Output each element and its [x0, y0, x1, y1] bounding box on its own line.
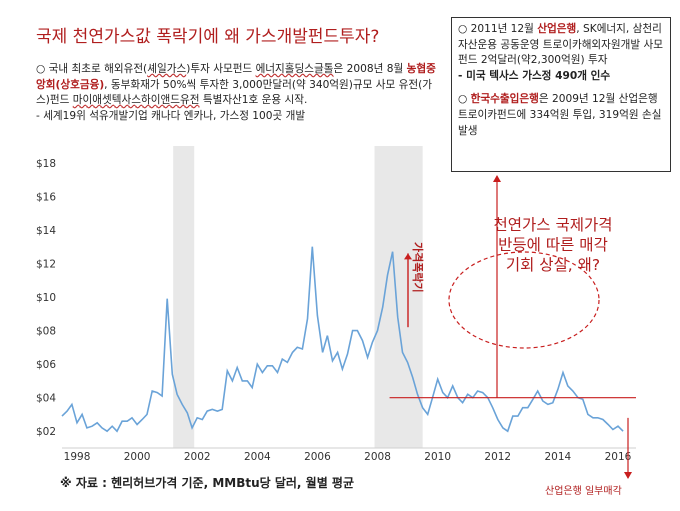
desc-line2: - 세계19위 석유개발기업 캐나다 엔카나, 가스정 100곳 개발 — [36, 109, 306, 122]
info-highlight: 한국수출입은행 — [470, 93, 539, 106]
callout-line: 천연가스 국제가격 — [493, 216, 613, 234]
y-tick-label: $10 — [36, 292, 56, 304]
x-tick-label: 2014 — [544, 451, 571, 463]
shade-band — [374, 146, 423, 448]
desc-underlined: 마이애셋텍사스하이앤드유전 — [72, 94, 200, 107]
source-note: ※ 자료 : 헨리허브가격 기준, MMBtu당 달러, 월별 평균 — [60, 476, 354, 490]
desc-text: 특별자산1호 운용 시작. — [199, 94, 308, 107]
x-tick-label: 2010 — [424, 451, 451, 463]
y-tick-label: $16 — [36, 191, 56, 203]
plunge-arrow-head — [404, 253, 412, 260]
fund-description: ○ 국내 최초로 해외유전(셰일가스)투자 사모펀드 에너지홀딩스글톨은 200… — [36, 62, 436, 124]
callout-line: 반등에 따른 매각 — [498, 236, 608, 254]
info-text: 은 2009년 12월 산업은행 트로이카펀드에 334억원 투입, 319억원… — [458, 93, 662, 137]
sell-arrow-head — [624, 472, 632, 479]
investment-info-box: ○ 2011년 12월 산업은행, SK에너지, 삼천리자산운용 공동운영 트로… — [451, 17, 671, 172]
sell-annotation: 산업은행 일부매각 — [545, 486, 622, 497]
y-tick-label: $04 — [36, 393, 56, 405]
info-text: ○ 2011년 12월 — [458, 23, 538, 35]
desc-text: 은 2008년 8월 — [333, 63, 407, 75]
desc-text: , 동부화재가 50%씩 투자한 3,000만달러(약 340억원)규모 사모 … — [36, 78, 433, 107]
callout-line: 기회 상실, 왜? — [505, 256, 601, 274]
recession-shading — [173, 146, 423, 448]
x-tick-label: 2000 — [124, 451, 151, 463]
rebound-callout: 천연가스 국제가격 반등에 따른 매각 기회 상실, 왜? — [478, 215, 628, 275]
desc-highlight: 농협중앙회(상호금융) — [36, 63, 436, 91]
y-axis-ticks: $02 $04 $06 $08 $10 $12 $14 $16 $18 — [36, 158, 56, 438]
x-tick-label: 2008 — [364, 451, 391, 463]
info-text: ○ — [458, 93, 471, 106]
desc-underlined: 에너지홀딩스글톨 — [255, 63, 334, 75]
y-tick-label: $06 — [36, 359, 56, 371]
info-highlight: 산업은행 — [537, 23, 577, 35]
shade-band — [173, 146, 195, 448]
y-tick-label: $12 — [36, 258, 56, 270]
info-line2: - 미국 텍사스 가스정 490개 인수 — [458, 69, 611, 82]
plunge-period-label: 가격폭락기 — [411, 242, 425, 293]
y-tick-label: $18 — [36, 158, 56, 170]
arrows — [404, 175, 632, 479]
page-title: 국제 천연가스값 폭락기에 왜 가스개발펀드투자? — [36, 27, 380, 47]
y-tick-label: $02 — [36, 426, 56, 438]
y-tick-label: $08 — [36, 326, 56, 338]
desc-text: ○ 국내 최초로 해외유전( — [36, 63, 148, 75]
x-tick-label: 2004 — [244, 451, 271, 463]
x-tick-label: 1998 — [64, 451, 91, 463]
x-axis-ticks: 1998 2000 2002 2004 2006 2008 2010 2012 2014 2016 — [64, 451, 632, 463]
y-tick-label: $14 — [36, 225, 56, 237]
x-tick-label: 2012 — [484, 451, 511, 463]
x-tick-label: 2002 — [184, 451, 211, 463]
desc-text: )투자 사모펀드 — [186, 63, 256, 75]
info-text: , SK에너지, 삼천리자산운용 공동운영 트로이카해외자원개발 사모펀드 2억… — [458, 23, 664, 67]
x-tick-label: 2016 — [605, 451, 632, 463]
rebound-oval — [448, 251, 600, 349]
price-series-line — [61, 246, 624, 433]
x-tick-label: 2006 — [304, 451, 331, 463]
desc-underlined: 셰일가스 — [147, 63, 187, 75]
infobox-arrow-head — [493, 175, 501, 182]
